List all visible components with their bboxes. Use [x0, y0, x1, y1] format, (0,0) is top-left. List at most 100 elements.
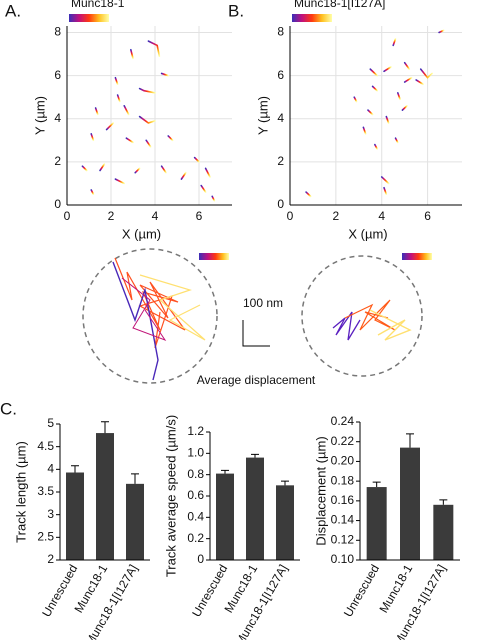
- y-tick-label: 0.10: [331, 552, 355, 566]
- track: [138, 87, 156, 94]
- track: [200, 184, 207, 193]
- track: [123, 104, 130, 116]
- track: [367, 109, 374, 116]
- y-tick-label: 0.4: [187, 510, 204, 524]
- track: [415, 79, 424, 86]
- y-tick-label: 3.5: [37, 484, 54, 498]
- x-tick-label: 0: [287, 209, 294, 223]
- y-axis-label: Track average speed (µm/s): [163, 415, 178, 577]
- track: [81, 165, 88, 172]
- y-tick-label: 0.12: [331, 532, 355, 546]
- y-tick-label: 6: [54, 68, 61, 82]
- y-axis-label: Displacement (µm): [313, 436, 328, 545]
- x-tick-label: 6: [424, 209, 431, 223]
- bar: [246, 457, 264, 560]
- track: [394, 137, 399, 144]
- track: [90, 133, 95, 142]
- track: [130, 48, 134, 60]
- track-bundle: [369, 309, 412, 341]
- track: [114, 178, 125, 185]
- track: [134, 167, 141, 174]
- bar: [366, 487, 387, 560]
- chart-title: Munc18-1[I127A]: [294, 0, 385, 10]
- track: [94, 107, 99, 116]
- y-tick-label: 0: [197, 552, 204, 566]
- y-tick-label: 2: [277, 154, 284, 168]
- y-tick-label: 0.24: [331, 414, 355, 428]
- track: [160, 165, 167, 174]
- track-bundle: [112, 261, 159, 381]
- track: [138, 115, 156, 124]
- error-bar: [101, 421, 109, 434]
- track: [403, 76, 413, 83]
- y-tick-label: 0.18: [331, 473, 355, 487]
- bar: [216, 473, 234, 560]
- error-bar: [281, 480, 289, 486]
- track: [383, 186, 388, 196]
- track-bundle: [344, 299, 396, 331]
- scale-bar: [242, 320, 270, 347]
- track: [392, 38, 397, 47]
- track: [99, 163, 106, 172]
- panel-label: B.: [228, 1, 244, 20]
- track: [305, 191, 312, 198]
- track: [193, 156, 200, 163]
- x-tick-label: 2: [333, 209, 340, 223]
- y-tick-label: 0.8: [187, 467, 204, 481]
- track-bundle: [332, 311, 361, 341]
- track: [180, 171, 187, 180]
- track: [362, 126, 367, 135]
- x-tick-label: 2: [108, 209, 115, 223]
- y-tick-label: 4: [47, 462, 54, 476]
- colorbar: [402, 253, 432, 260]
- track: [125, 137, 134, 144]
- track: [114, 76, 119, 86]
- track: [403, 61, 411, 70]
- average-displacement-label: Average displacement: [197, 373, 316, 387]
- y-tick-label: 0: [277, 197, 284, 211]
- y-tick-label: 4: [277, 111, 284, 125]
- y-tick-label: 0.14: [331, 513, 355, 527]
- error-bar: [131, 473, 139, 484]
- track: [167, 135, 174, 142]
- y-tick-label: 3: [47, 507, 54, 521]
- y-tick-label: 0.6: [187, 488, 204, 502]
- y-tick-label: 0: [54, 197, 61, 211]
- circle: [82, 248, 218, 384]
- track: [353, 96, 358, 103]
- y-tick-label: 4: [54, 111, 61, 125]
- average-displacement: 100 nm Average displacement: [82, 248, 432, 387]
- bar: [433, 504, 454, 560]
- track: [383, 66, 392, 73]
- track: [374, 143, 378, 150]
- track: [438, 29, 445, 34]
- error-bar: [372, 481, 381, 488]
- y-axis-label: Y (µm): [32, 96, 47, 135]
- bar: [96, 433, 114, 560]
- y-tick-label: 0.16: [331, 493, 355, 507]
- y-axis-label: Y (µm): [255, 96, 270, 135]
- y-tick-label: 0.2: [187, 531, 204, 545]
- error-bar: [439, 499, 448, 505]
- track: [116, 94, 121, 103]
- colorbar: [69, 14, 109, 22]
- track-bundle: [139, 274, 206, 341]
- track: [371, 85, 378, 92]
- error-bar: [221, 469, 229, 474]
- x-tick-label: Unrescued: [341, 562, 382, 619]
- colorbar: [292, 14, 332, 22]
- track: [105, 122, 114, 131]
- bar: [126, 483, 144, 560]
- track: [147, 40, 161, 57]
- bar: [400, 447, 420, 560]
- panel-label: A.: [5, 1, 21, 20]
- y-tick-label: 6: [277, 68, 284, 82]
- x-tick-label: 4: [152, 209, 159, 223]
- track: [401, 104, 408, 111]
- track: [380, 176, 390, 185]
- track-bundle: [121, 277, 167, 342]
- x-tick-label: 0: [64, 209, 71, 223]
- track: [385, 115, 390, 124]
- bar: [276, 485, 294, 560]
